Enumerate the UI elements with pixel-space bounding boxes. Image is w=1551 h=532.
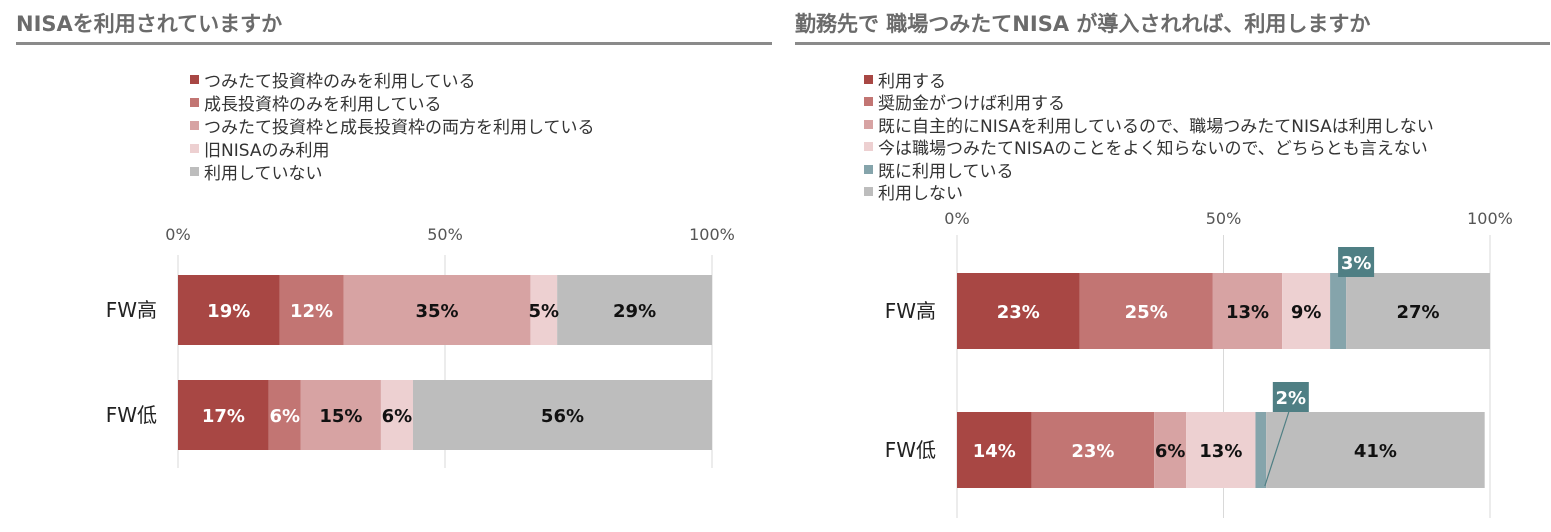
data-label: 6%: [382, 406, 413, 427]
legend-label: 既に自主的にNISAを利用しているので、職場つみたてNISAは利用しない: [878, 116, 1434, 137]
bar-segment: [957, 273, 1080, 349]
bar-segment: [1346, 273, 1490, 349]
bar-segment: [1266, 412, 1485, 488]
legend-swatch: [190, 144, 199, 153]
right-legend-item: 既に利用している: [864, 158, 1434, 182]
legend-label: 利用していない: [204, 164, 323, 184]
x-tick-label: 50%: [1206, 209, 1242, 228]
data-label: 17%: [202, 406, 245, 427]
x-tick-label: 0%: [165, 225, 190, 244]
legend-label: つみたて投資枠のみを利用している: [204, 72, 476, 92]
bar-segment: [557, 275, 712, 345]
data-label: 23%: [1071, 441, 1114, 462]
data-label: 3%: [1341, 253, 1372, 274]
x-tick-label: 100%: [689, 225, 735, 244]
legend-swatch: [864, 164, 873, 174]
legend-swatch: [864, 187, 873, 197]
bar-segment: [1031, 412, 1155, 488]
bar-segment: [1282, 273, 1331, 349]
data-label: 35%: [415, 301, 458, 322]
right-legend-item: 利用する: [864, 68, 1434, 92]
legend-swatch: [190, 75, 199, 84]
legend-swatch: [864, 97, 873, 107]
left-legend-item: つみたて投資枠のみを利用している: [190, 68, 595, 92]
category-label: FW高: [885, 299, 936, 323]
data-label: 5%: [529, 301, 560, 322]
bar-segment: [957, 412, 1032, 488]
legend-swatch: [190, 121, 199, 130]
left-legend-item: つみたて投資枠と成長投資枠の両方を利用している: [190, 114, 595, 138]
right-legend-item: 利用しない: [864, 181, 1434, 204]
legend-swatch: [864, 74, 873, 84]
legend-label: 奨励金がつけば利用する: [878, 94, 1065, 115]
bar-segment: [279, 275, 344, 345]
callout-box: [1338, 247, 1375, 277]
data-label: 15%: [319, 406, 362, 427]
callout-leader: [1264, 411, 1290, 487]
bar-segment: [1330, 273, 1347, 349]
data-label: 9%: [1291, 302, 1322, 323]
bar-segment: [1154, 412, 1187, 488]
data-label: 19%: [207, 301, 250, 322]
left-chart-panel: NISAを利用されていますか つみたて投資枠のみを利用している 成長投資枠のみを…: [16, 0, 772, 532]
right-legend: 利用する 奨励金がつけば利用する 既に自主的にNISAを利用しているので、職場つ…: [864, 68, 1434, 204]
right-legend-item: 既に自主的にNISAを利用しているので、職場つみたてNISAは利用しない: [864, 113, 1434, 137]
data-label: 13%: [1226, 302, 1269, 323]
data-label: 41%: [1354, 441, 1397, 462]
bar-segment: [268, 380, 301, 450]
data-label: 14%: [973, 441, 1016, 462]
callout-box: [1272, 382, 1309, 412]
data-label: 29%: [613, 301, 656, 322]
bar-segment: [1079, 273, 1213, 349]
legend-label: 利用しない: [878, 184, 963, 205]
data-label: 6%: [1155, 441, 1186, 462]
legend-label: 成長投資枠のみを利用している: [204, 95, 442, 115]
x-tick-label: 50%: [427, 225, 463, 244]
bar-segment: [380, 380, 413, 450]
legend-swatch: [190, 98, 199, 107]
data-label: 56%: [541, 406, 584, 427]
bar-segment: [412, 380, 712, 450]
left-chart-title: NISAを利用されていますか: [16, 12, 283, 36]
bar-segment: [300, 380, 381, 450]
right-legend-item: 今は職場つみたてNISAのことをよく知らないので、どちらとも言えない: [864, 136, 1434, 159]
right-chart-title: 勤務先で 職場つみたてNISA が導入されれば、利用しますか: [795, 12, 1371, 36]
x-tick-label: 0%: [944, 209, 969, 228]
category-label: FW低: [106, 403, 157, 427]
data-label: 25%: [1125, 302, 1168, 323]
legend-label: 利用する: [878, 71, 946, 92]
data-label: 27%: [1396, 302, 1439, 323]
x-tick-label: 100%: [1467, 209, 1513, 228]
right-title-rule: [795, 42, 1550, 45]
legend-label: つみたて投資枠と成長投資枠の両方を利用している: [204, 118, 595, 138]
legend-label: 今は職場つみたてNISAのことをよく知らないので、どちらとも言えない: [878, 139, 1428, 160]
left-legend: つみたて投資枠のみを利用している 成長投資枠のみを利用している つみたて投資枠と…: [190, 68, 595, 184]
bar-segment: [1186, 412, 1256, 488]
bar-segment: [530, 275, 558, 345]
legend-swatch: [190, 167, 199, 176]
left-title-rule: [16, 42, 772, 45]
data-label: 12%: [290, 301, 333, 322]
right-chart-panel: 勤務先で 職場つみたてNISA が導入されれば、利用しますか 利用する 奨励金が…: [795, 0, 1550, 532]
left-legend-item: 成長投資枠のみを利用している: [190, 91, 595, 115]
category-label: FW高: [106, 298, 157, 322]
data-label: 23%: [997, 302, 1040, 323]
bar-segment: [178, 275, 280, 345]
legend-swatch: [864, 119, 873, 129]
left-legend-item: 旧NISAのみ利用: [190, 137, 595, 161]
legend-label: 旧NISAのみ利用: [204, 141, 330, 161]
legend-swatch: [864, 142, 873, 152]
data-label: 2%: [1276, 388, 1307, 409]
bar-segment: [1212, 273, 1283, 349]
data-label: 6%: [270, 406, 301, 427]
category-label: FW低: [885, 438, 936, 462]
bar-segment: [178, 380, 269, 450]
right-legend-item: 奨励金がつけば利用する: [864, 91, 1434, 114]
left-legend-item: 利用していない: [190, 160, 595, 184]
data-label: 13%: [1199, 441, 1242, 462]
bar-segment: [343, 275, 531, 345]
legend-label: 既に利用している: [878, 161, 1014, 182]
bar-segment: [1255, 412, 1267, 488]
